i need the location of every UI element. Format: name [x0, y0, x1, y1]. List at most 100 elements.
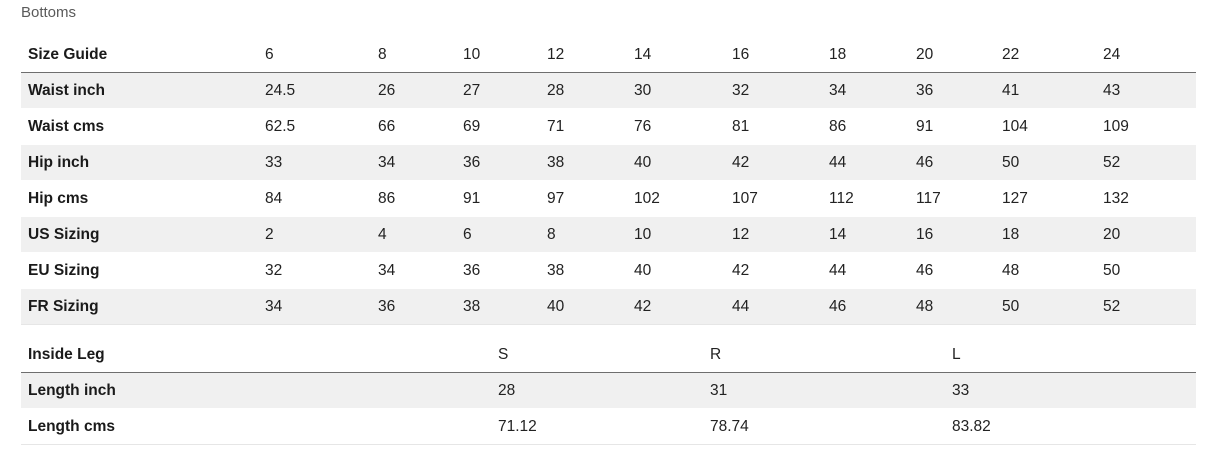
row-label: Length cms	[21, 408, 491, 445]
row-label: Hip cms	[21, 180, 258, 217]
table-cell: 27	[456, 72, 540, 109]
leg-header-row: Inside Leg S R L	[21, 337, 1196, 373]
table-cell: 32	[725, 72, 822, 109]
table-cell: 20	[1096, 216, 1196, 253]
table-cell: 71.12	[491, 408, 703, 445]
table-cell: 33	[258, 144, 371, 181]
table-cell: 109	[1096, 108, 1196, 145]
table-cell: 44	[725, 288, 822, 325]
table-cell: 34	[371, 252, 456, 289]
table-cell: 127	[995, 180, 1096, 217]
table-cell: 112	[822, 180, 909, 217]
table-cell: 48	[995, 252, 1096, 289]
size-column-header: 8	[371, 37, 456, 73]
size-table-row: FR Sizing 34 36 38 40 42 44 46 48 50 52	[21, 288, 1196, 325]
table-cell: 52	[1096, 144, 1196, 181]
size-header-row: Size Guide 6 8 10 12 14 16 18 20 22 24	[21, 37, 1196, 73]
table-cell: 86	[822, 108, 909, 145]
size-table-row: US Sizing 2 4 6 8 10 12 14 16 18 20	[21, 216, 1196, 253]
table-cell: 24.5	[258, 72, 371, 109]
row-label: Hip inch	[21, 144, 258, 181]
table-cell: 50	[995, 144, 1096, 181]
table-cell: 44	[822, 252, 909, 289]
size-column-header: 14	[627, 37, 725, 73]
size-column-header: 22	[995, 37, 1096, 73]
table-cell: 34	[371, 144, 456, 181]
row-label: Length inch	[21, 372, 491, 409]
leg-column-header: L	[945, 337, 1196, 373]
size-column-header: 12	[540, 37, 627, 73]
table-cell: 48	[909, 288, 995, 325]
table-cell: 50	[995, 288, 1096, 325]
size-guide-header: Size Guide	[21, 37, 258, 73]
table-cell: 84	[258, 180, 371, 217]
inside-leg-header: Inside Leg	[21, 337, 491, 373]
table-cell: 50	[1096, 252, 1196, 289]
table-cell: 91	[909, 108, 995, 145]
table-cell: 78.74	[703, 408, 945, 445]
table-cell: 36	[456, 144, 540, 181]
table-cell: 66	[371, 108, 456, 145]
size-guide-table: Size Guide 6 8 10 12 14 16 18 20 22 24 W…	[21, 37, 1196, 325]
table-cell: 36	[909, 72, 995, 109]
row-label: Waist inch	[21, 72, 258, 109]
size-column-header: 10	[456, 37, 540, 73]
table-cell: 32	[258, 252, 371, 289]
table-cell: 30	[627, 72, 725, 109]
size-column-header: 18	[822, 37, 909, 73]
leg-table-row: Length cms 71.12 78.74 83.82	[21, 408, 1196, 445]
table-cell: 97	[540, 180, 627, 217]
inside-leg-table: Inside Leg S R L Length inch 28 31 33 Length…	[21, 337, 1196, 445]
table-cell: 46	[822, 288, 909, 325]
table-cell: 83.82	[945, 408, 1196, 445]
size-table-row: Waist inch 24.5 26 27 28 30 32 34 36 41 43	[21, 72, 1196, 109]
size-column-header: 24	[1096, 37, 1196, 73]
table-cell: 41	[995, 72, 1096, 109]
table-cell: 4	[371, 216, 456, 253]
table-cell: 132	[1096, 180, 1196, 217]
row-label: EU Sizing	[21, 252, 258, 289]
table-cell: 38	[456, 288, 540, 325]
table-cell: 44	[822, 144, 909, 181]
size-column-header: 6	[258, 37, 371, 73]
table-cell: 40	[627, 144, 725, 181]
table-cell: 62.5	[258, 108, 371, 145]
leg-column-header: S	[491, 337, 703, 373]
table-cell: 28	[491, 372, 703, 409]
table-cell: 2	[258, 216, 371, 253]
table-cell: 71	[540, 108, 627, 145]
table-cell: 117	[909, 180, 995, 217]
size-column-header: 20	[909, 37, 995, 73]
section-title: Bottoms	[21, 4, 77, 21]
table-cell: 42	[627, 288, 725, 325]
table-cell: 69	[456, 108, 540, 145]
table-cell: 38	[540, 252, 627, 289]
size-table-row: Waist cms 62.5 66 69 71 76 81 86 91 104 109	[21, 108, 1196, 145]
table-cell: 6	[456, 216, 540, 253]
table-cell: 107	[725, 180, 822, 217]
row-label: Waist cms	[21, 108, 258, 145]
table-cell: 31	[703, 372, 945, 409]
size-table-row: EU Sizing 32 34 36 38 40 42 44 46 48 50	[21, 252, 1196, 289]
table-cell: 14	[822, 216, 909, 253]
table-cell: 16	[909, 216, 995, 253]
size-table-row: Hip inch 33 34 36 38 40 42 44 46 50 52	[21, 144, 1196, 181]
table-cell: 42	[725, 252, 822, 289]
leg-column-header: R	[703, 337, 945, 373]
table-cell: 26	[371, 72, 456, 109]
table-cell: 34	[258, 288, 371, 325]
size-column-header: 16	[725, 37, 822, 73]
table-cell: 33	[945, 372, 1196, 409]
table-cell: 76	[627, 108, 725, 145]
table-cell: 40	[627, 252, 725, 289]
table-cell: 36	[456, 252, 540, 289]
table-cell: 38	[540, 144, 627, 181]
table-cell: 81	[725, 108, 822, 145]
table-cell: 18	[995, 216, 1096, 253]
table-cell: 102	[627, 180, 725, 217]
table-cell: 46	[909, 144, 995, 181]
table-cell: 28	[540, 72, 627, 109]
table-cell: 42	[725, 144, 822, 181]
size-table-row: Hip cms 84 86 91 97 102 107 112 117 127 132	[21, 180, 1196, 217]
row-label: US Sizing	[21, 216, 258, 253]
